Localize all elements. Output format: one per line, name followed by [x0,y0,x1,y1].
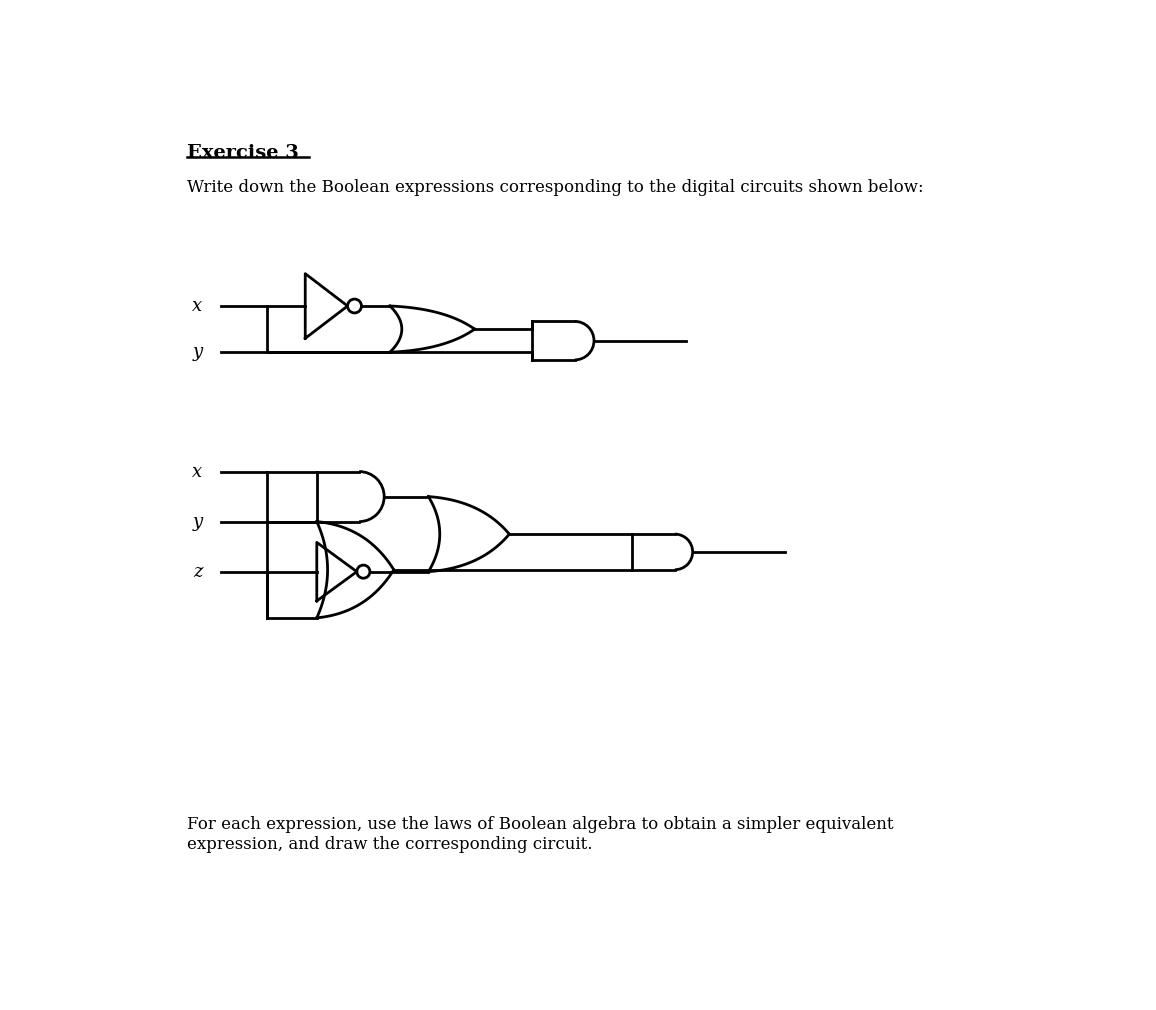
Text: Write down the Boolean expressions corresponding to the digital circuits shown b: Write down the Boolean expressions corre… [187,179,924,196]
Text: y: y [192,343,202,362]
Text: x: x [192,297,202,315]
Text: For each expression, use the laws of Boolean algebra to obtain a simpler equival: For each expression, use the laws of Boo… [187,816,894,852]
Text: Exercise 3: Exercise 3 [187,144,299,163]
Text: y: y [192,513,202,530]
Text: x: x [192,463,202,481]
Text: z: z [193,563,202,581]
